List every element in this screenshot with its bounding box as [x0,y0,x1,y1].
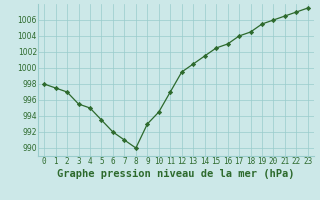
X-axis label: Graphe pression niveau de la mer (hPa): Graphe pression niveau de la mer (hPa) [57,169,295,179]
